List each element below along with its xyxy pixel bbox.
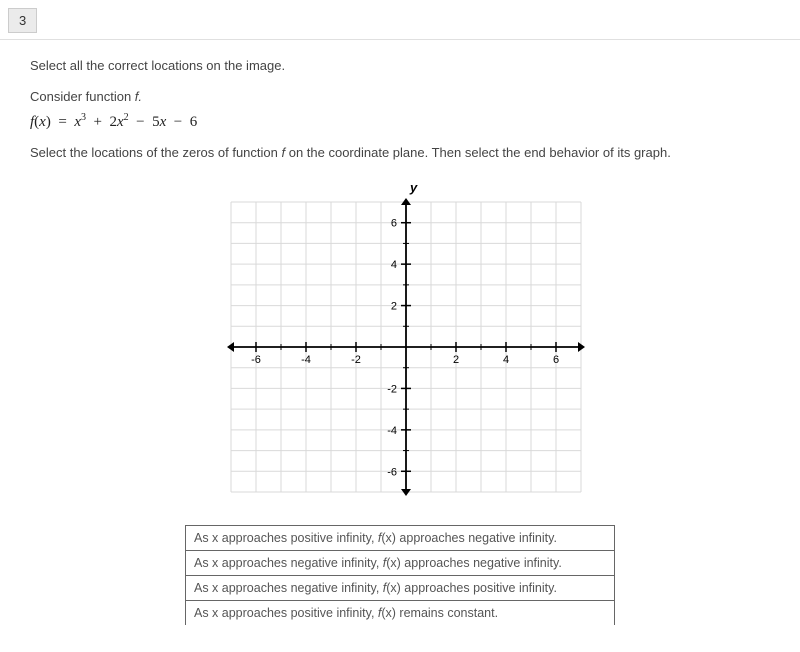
svg-text:4: 4: [503, 354, 509, 366]
graph-svg[interactable]: -6-4-2246-6-4-2246yx: [210, 180, 590, 510]
function-formula: f(x) = x3 + 2x2 − 5x − 6: [30, 112, 770, 131]
option-cell: As x approaches negative infinity, f(x) …: [186, 576, 615, 601]
option-cell: As x approaches positive infinity, f(x) …: [186, 526, 615, 551]
svg-text:-2: -2: [351, 354, 361, 366]
option-row[interactable]: As x approaches positive infinity, f(x) …: [186, 526, 615, 551]
option-cell: As x approaches positive infinity, f(x) …: [186, 601, 615, 626]
question-content: Select all the correct locations on the …: [0, 40, 800, 625]
instruction-text: Select all the correct locations on the …: [30, 58, 770, 73]
coordinate-plane[interactable]: -6-4-2246-6-4-2246yx: [30, 180, 770, 513]
option-row[interactable]: As x approaches negative infinity, f(x) …: [186, 551, 615, 576]
end-behavior-options: As x approaches positive infinity, f(x) …: [185, 525, 615, 625]
svg-text:y: y: [409, 180, 418, 195]
consider-text: Consider function f.: [30, 89, 770, 104]
svg-text:2: 2: [453, 354, 459, 366]
select-locations-text: Select the locations of the zeros of fun…: [30, 145, 770, 160]
question-number-badge: 3: [8, 8, 37, 33]
option-row[interactable]: As x approaches positive infinity, f(x) …: [186, 601, 615, 626]
svg-text:6: 6: [391, 218, 397, 230]
svg-text:4: 4: [391, 259, 397, 271]
option-row[interactable]: As x approaches negative infinity, f(x) …: [186, 576, 615, 601]
svg-text:2: 2: [391, 301, 397, 313]
svg-text:-6: -6: [251, 354, 261, 366]
svg-text:-4: -4: [301, 354, 311, 366]
option-cell: As x approaches negative infinity, f(x) …: [186, 551, 615, 576]
svg-text:-6: -6: [387, 466, 397, 478]
svg-text:-4: -4: [387, 425, 397, 437]
svg-text:-2: -2: [387, 383, 397, 395]
svg-text:6: 6: [553, 354, 559, 366]
